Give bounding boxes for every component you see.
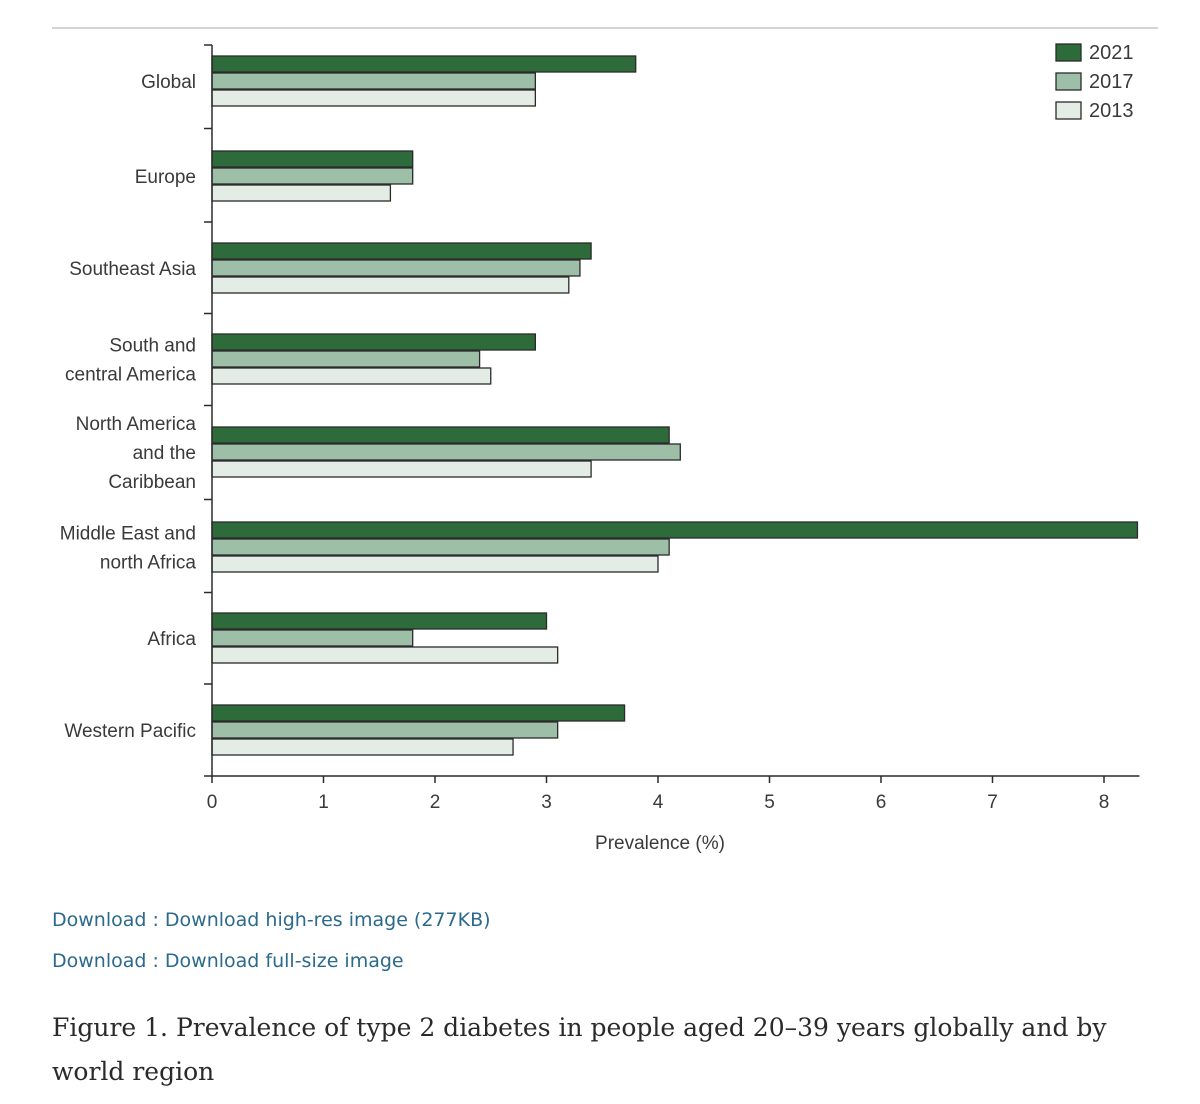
bar-5-series-2013 xyxy=(211,555,659,573)
bar-2-series-2021 xyxy=(211,242,592,260)
download-high-res-link[interactable]: Download : Download high-res image (277K… xyxy=(52,909,491,931)
legend-swatch-2021 xyxy=(1055,43,1082,62)
bar-5-series-2021 xyxy=(211,521,1139,539)
bar-6-series-2013 xyxy=(211,646,559,664)
category-label-5: Middle East and north Africa xyxy=(60,524,197,574)
bar-0-series-2021 xyxy=(211,55,637,73)
category-label-4: North America and the Caribbean xyxy=(76,414,197,493)
bar-4-series-2013 xyxy=(211,460,592,478)
bar-5-series-2017 xyxy=(211,538,670,556)
x-tick-label-1: 1 xyxy=(318,792,329,813)
top-divider xyxy=(52,27,1158,29)
bar-3-series-2017 xyxy=(211,350,481,368)
bar-7-series-2017 xyxy=(211,721,559,739)
x-tick-label-8: 8 xyxy=(1099,792,1110,813)
x-tick-label-0: 0 xyxy=(207,792,218,813)
bar-7-series-2021 xyxy=(211,704,626,722)
x-axis-title: Prevalence (%) xyxy=(595,833,725,854)
bars-layer xyxy=(211,55,1139,756)
bar-6-series-2017 xyxy=(211,629,414,647)
bar-4-series-2021 xyxy=(211,426,670,444)
bar-6-series-2021 xyxy=(211,612,548,630)
category-label-7: Western Pacific xyxy=(64,721,196,742)
figure-caption: Figure 1. Prevalence of type 2 diabetes … xyxy=(52,1013,1107,1086)
bar-0-series-2017 xyxy=(211,72,537,90)
x-tick-label-2: 2 xyxy=(430,792,441,813)
bar-3-series-2021 xyxy=(211,333,537,351)
download-full-size-link[interactable]: Download : Download full-size image xyxy=(52,950,404,972)
bar-2-series-2013 xyxy=(211,276,570,294)
legend-swatch-2017 xyxy=(1055,72,1082,91)
category-label-1: Europe xyxy=(135,167,196,188)
download-links: Download : Download high-res image (277K… xyxy=(52,900,491,982)
prevalence-bar-chart: 0 1 2 3 4 5 6 7 8 Prevalence (%) Global Europe Sout… xyxy=(60,42,1140,854)
legend-swatch-2013 xyxy=(1055,101,1082,120)
bar-4-series-2017 xyxy=(211,443,681,461)
x-tick-label-4: 4 xyxy=(653,792,664,813)
x-tick-label-6: 6 xyxy=(876,792,887,813)
category-label-2: Southeast Asia xyxy=(69,259,196,280)
legend: 2021 2017 2013 xyxy=(1055,42,1134,122)
bar-1-series-2017 xyxy=(211,167,414,185)
bar-7-series-2013 xyxy=(211,738,514,756)
category-labels: Global Europe Southeast Asia South and centr… xyxy=(60,72,197,742)
category-label-0: Global xyxy=(141,72,196,93)
bar-1-series-2021 xyxy=(211,150,414,168)
bar-3-series-2013 xyxy=(211,367,492,385)
bar-2-series-2017 xyxy=(211,259,581,277)
axes-layer: 0 1 2 3 4 5 6 7 8 Prevalence (%) xyxy=(204,44,1140,854)
category-label-3: South and central America xyxy=(65,336,196,386)
bar-1-series-2013 xyxy=(211,184,392,202)
category-label-6: Africa xyxy=(147,629,196,650)
bar-0-series-2013 xyxy=(211,89,537,107)
legend-label-2017: 2017 xyxy=(1089,71,1134,93)
legend-label-2013: 2013 xyxy=(1089,100,1134,122)
x-tick-label-3: 3 xyxy=(541,792,552,813)
x-tick-label-5: 5 xyxy=(764,792,775,813)
legend-label-2021: 2021 xyxy=(1089,42,1134,64)
x-tick-label-7: 7 xyxy=(987,792,998,813)
